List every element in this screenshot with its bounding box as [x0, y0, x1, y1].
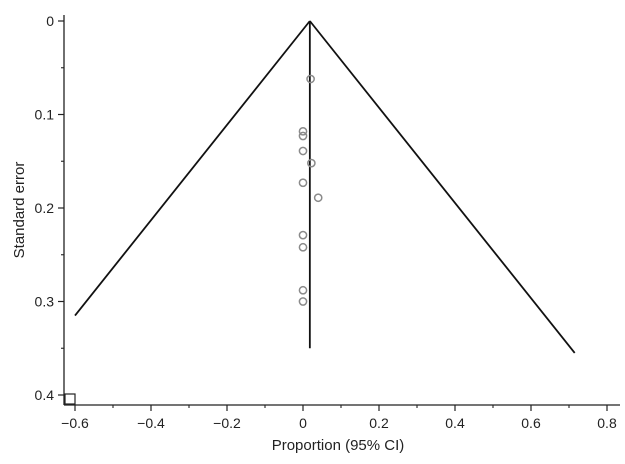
x-axis-ticks: −0.6 −0.4 −0.2 0 0.2 0.4 0.6 0.8 — [61, 405, 617, 431]
y-axis-ticks: 0 0.1 0.2 0.3 0.4 — [35, 13, 64, 403]
y-tick-label: 0.1 — [35, 107, 55, 123]
y-tick-label: 0 — [46, 13, 54, 29]
x-tick-label: −0.2 — [213, 415, 241, 431]
funnel-right-limit — [309, 20, 576, 354]
x-tick-label: 0.8 — [597, 415, 617, 431]
study-point — [307, 158, 316, 168]
x-tick-label: 0.4 — [445, 415, 465, 431]
funnel-lines — [74, 20, 576, 354]
y-tick-label: 0.2 — [35, 200, 55, 216]
x-tick-label: 0 — [299, 415, 307, 431]
axes — [63, 15, 620, 406]
corner-box — [64, 393, 76, 405]
x-axis-title: Proportion (95% CI) — [272, 437, 405, 454]
study-point — [298, 230, 308, 240]
y-tick-label: 0.4 — [35, 387, 55, 403]
funnel-left-limit — [74, 20, 311, 317]
study-point — [298, 285, 308, 295]
x-tick-label: −0.4 — [137, 415, 165, 431]
y-axis-title: Standard error — [11, 162, 28, 259]
x-tick-label: 0.6 — [521, 415, 541, 431]
study-point — [298, 242, 308, 252]
study-point — [313, 193, 323, 203]
study-point — [298, 297, 308, 306]
x-tick-label: 0.2 — [369, 415, 389, 431]
study-point — [298, 126, 308, 136]
study-points — [298, 74, 323, 306]
x-tick-label: −0.6 — [61, 415, 89, 431]
study-point — [298, 146, 308, 156]
study-point — [298, 131, 308, 141]
study-point — [306, 74, 315, 84]
study-point — [298, 178, 308, 188]
y-tick-label: 0.3 — [35, 294, 55, 310]
